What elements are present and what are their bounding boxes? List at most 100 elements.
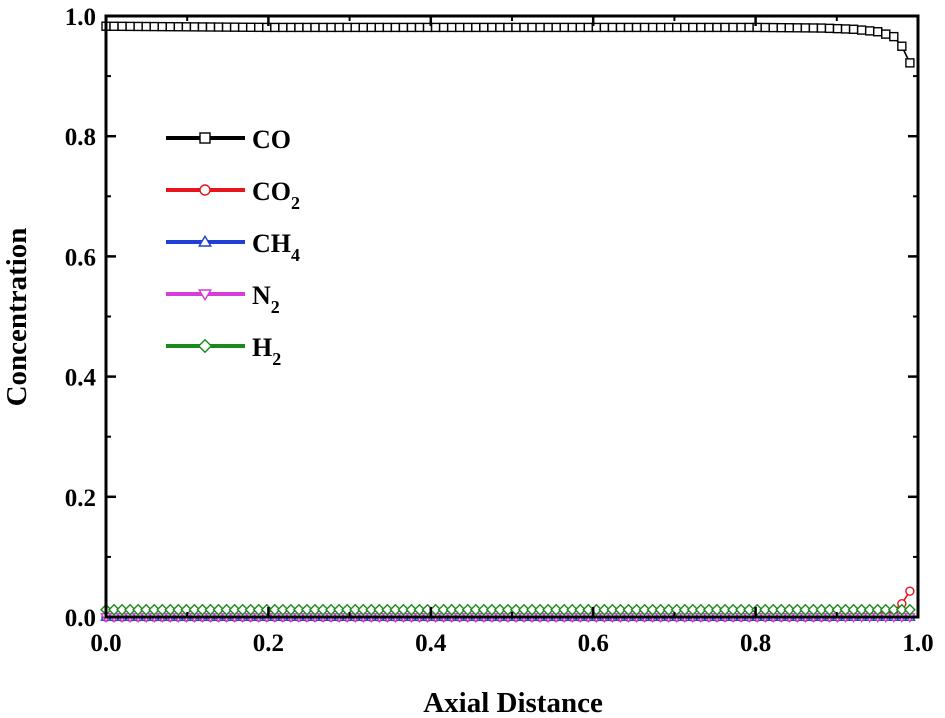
data-point-h2 [702, 603, 715, 616]
data-point-h2 [284, 603, 297, 616]
data-point-co [639, 22, 650, 33]
data-point-co [125, 21, 135, 32]
data-point-h2 [863, 603, 876, 616]
data-point-h2 [220, 603, 233, 616]
data-point-co [744, 22, 754, 33]
data-point-h2 [381, 603, 394, 616]
data-point-co [213, 22, 224, 32]
data-point-co [503, 22, 513, 33]
data-point-co [181, 22, 192, 32]
data-point-co [398, 22, 409, 33]
data-point-h2 [333, 603, 346, 616]
data-point-co [599, 22, 610, 33]
legend-label: CO2 [252, 177, 300, 213]
data-point-co [873, 27, 883, 37]
data-point-h2 [526, 603, 539, 616]
data-point-h2 [252, 603, 265, 616]
data-point-co [157, 21, 167, 32]
data-point-co [390, 22, 401, 33]
data-point-co [696, 22, 706, 33]
data-point-h2 [662, 603, 675, 616]
data-point-h2 [566, 603, 579, 616]
data-point-h2 [477, 603, 490, 616]
data-point-co [704, 22, 714, 33]
data-point-h2 [437, 603, 450, 616]
data-point-co [905, 58, 915, 68]
data-point-co [109, 21, 119, 31]
x-tick-label: 0.6 [578, 630, 609, 657]
data-point-co [519, 22, 529, 33]
data-point-h2 [228, 603, 241, 616]
x-tick-label: 0.8 [740, 630, 771, 657]
data-point-h2 [807, 603, 820, 616]
data-point-co [800, 23, 811, 33]
data-point-h2 [534, 603, 547, 616]
data-point-co [623, 22, 634, 33]
legend-item-co2: CO2 [166, 177, 300, 213]
data-point-co [430, 22, 441, 33]
legend-label: CH4 [252, 229, 300, 265]
data-point-h2 [429, 603, 442, 616]
data-point-co [133, 21, 143, 32]
data-point-co [527, 22, 537, 33]
data-point-co [358, 22, 368, 33]
data-point-co [221, 22, 232, 32]
data-point-co [334, 22, 344, 33]
data-point-co [840, 24, 851, 34]
data-point-co [680, 22, 690, 33]
data-point-co [318, 22, 328, 33]
data-point-h2 [654, 603, 667, 616]
data-point-h2 [413, 603, 426, 616]
data-point-h2 [718, 603, 731, 616]
data-point-co [889, 31, 899, 42]
x-tick-label: 1.0 [902, 630, 933, 657]
data-point-co [792, 23, 803, 33]
data-point-co [463, 22, 473, 33]
data-point-h2 [188, 603, 201, 616]
data-point-h2 [389, 603, 402, 616]
data-point-h2 [445, 603, 458, 616]
data-point-h2 [871, 603, 884, 616]
data-point-co [897, 41, 907, 51]
data-point-h2 [493, 603, 506, 616]
data-point-co [567, 22, 577, 33]
data-point-h2 [204, 603, 217, 616]
data-point-co [631, 22, 642, 33]
legend-item-ch4: CH4 [166, 229, 300, 265]
data-point-h2 [791, 603, 804, 616]
data-point-h2 [606, 603, 619, 616]
data-point-co [808, 23, 819, 33]
data-point-h2 [196, 603, 209, 616]
data-point-co [712, 22, 722, 33]
data-point-h2 [582, 603, 595, 616]
data-point-h2 [373, 603, 386, 616]
data-point-h2 [710, 603, 723, 616]
data-point-h2 [268, 603, 281, 616]
data-point-co [326, 22, 336, 33]
legend-swatch-marker [198, 289, 212, 302]
data-point-co [615, 22, 626, 33]
data-point-co [189, 22, 200, 32]
data-point-co [511, 22, 521, 33]
data-point-co [864, 26, 875, 36]
data-point-co [366, 22, 376, 33]
data-point-co [149, 21, 159, 32]
data-point-h2 [172, 603, 185, 616]
legend-swatch-marker [199, 184, 211, 196]
legend-label: N2 [252, 281, 280, 317]
data-point-co [245, 22, 256, 32]
data-point-h2 [558, 603, 571, 616]
y-tick-label: 0.8 [65, 124, 96, 151]
data-point-h2 [823, 603, 836, 616]
data-point-h2 [501, 603, 514, 616]
data-point-h2 [509, 603, 522, 616]
data-point-h2 [469, 603, 482, 616]
data-point-co [455, 22, 465, 33]
y-tick-label: 0.4 [65, 365, 97, 392]
data-point-h2 [461, 603, 474, 616]
data-point-co [197, 22, 208, 32]
data-point-h2 [148, 603, 161, 616]
x-tick-label: 0.4 [415, 630, 447, 657]
data-point-co [664, 22, 674, 33]
data-point-h2 [357, 603, 370, 616]
